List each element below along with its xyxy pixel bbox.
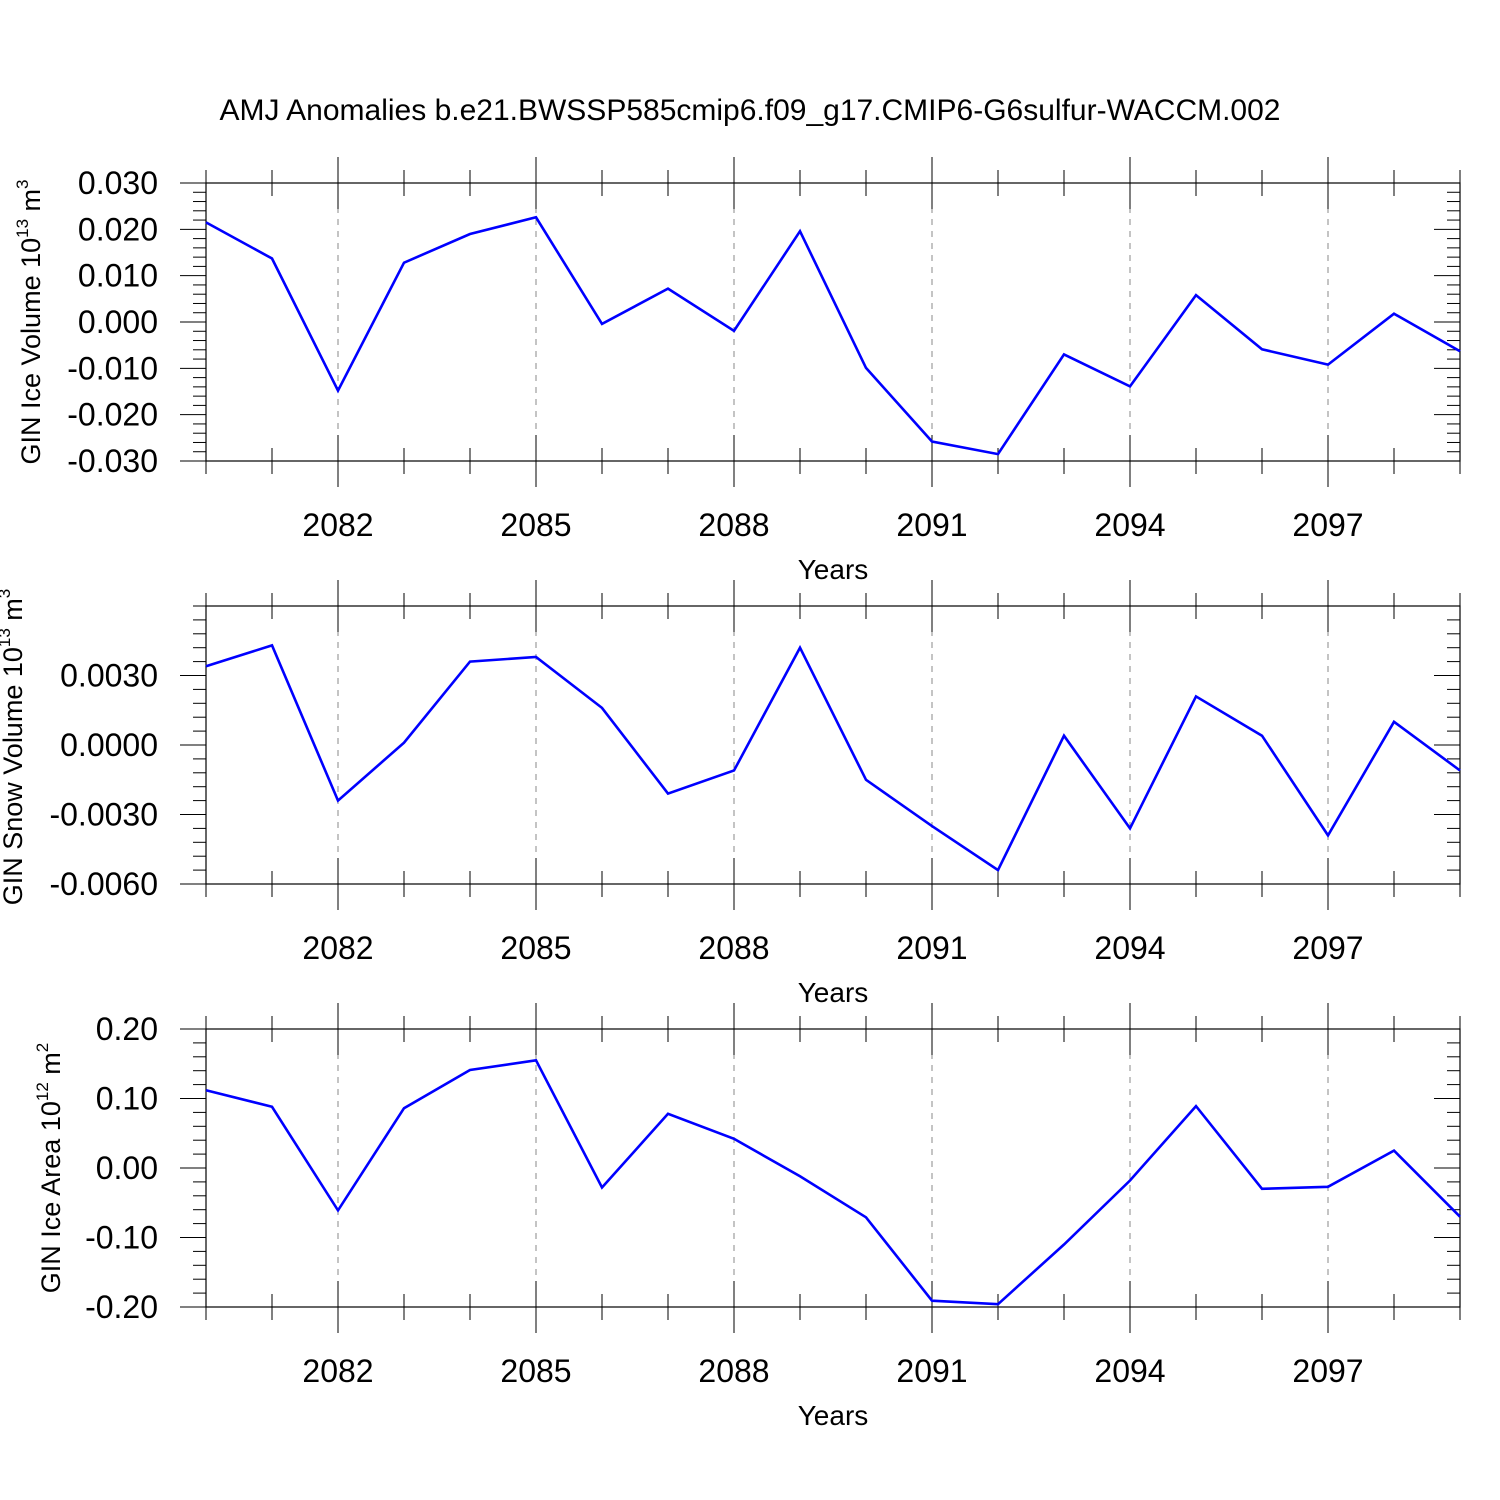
x-tick-label: 2082 xyxy=(302,1353,373,1389)
x-tick-label: 2085 xyxy=(500,930,571,966)
y-axis-label-text: GIN Ice Volume 10 xyxy=(16,238,46,465)
y-tick-label: -0.0060 xyxy=(49,866,158,902)
x-tick-label: 2094 xyxy=(1094,507,1165,543)
y-axis-label-unit-exponent: 3 xyxy=(0,589,14,598)
x-axis-label: Years xyxy=(798,977,869,1008)
y-tick-label: 0.10 xyxy=(96,1081,158,1117)
plot-frame xyxy=(205,1028,1461,1308)
x-tick-label: 2082 xyxy=(302,930,373,966)
figure-title: AMJ Anomalies b.e21.BWSSP585cmip6.f09_g1… xyxy=(219,94,1280,127)
y-axis-label: GIN Snow Volume 1013 m3 xyxy=(0,589,28,906)
y-axis-label: GIN Ice Area 1012 m2 xyxy=(33,1043,66,1294)
plot-frame xyxy=(205,605,1461,885)
y-tick-label: 0.020 xyxy=(78,211,158,247)
y-axis-label-exponent: 13 xyxy=(13,219,32,238)
y-axis-label-unit: m xyxy=(0,598,28,628)
x-tick-label: 2094 xyxy=(1094,930,1165,966)
panel-1: -0.030 -0.020 -0.010 0.000 0.010 0.020 0.030 20… xyxy=(13,157,1461,585)
y-tick-label: -0.0030 xyxy=(49,797,158,833)
x-tick-label: 2097 xyxy=(1292,930,1363,966)
x-tick-label: 2088 xyxy=(698,930,769,966)
x-tick-label: 2091 xyxy=(896,507,967,543)
y-tick-label: 0.00 xyxy=(96,1150,158,1186)
x-tick-label: 2085 xyxy=(500,507,571,543)
x-tick-label: 2082 xyxy=(302,507,373,543)
y-axis-label-text: GIN Ice Area 10 xyxy=(36,1101,66,1293)
x-axis-label: Years xyxy=(798,554,869,585)
y-tick-label: 0.20 xyxy=(96,1011,158,1047)
y-tick-label: -0.030 xyxy=(67,443,158,479)
y-axis-label-text: GIN Snow Volume 10 xyxy=(0,647,28,905)
y-axis-label-unit-exponent: 3 xyxy=(13,179,32,188)
plot-frame xyxy=(205,182,1461,462)
x-tick-label: 2097 xyxy=(1292,1353,1363,1389)
x-axis-label: Years xyxy=(798,1400,869,1431)
y-tick-label: -0.20 xyxy=(85,1289,158,1325)
x-tick-label: 2097 xyxy=(1292,507,1363,543)
y-tick-label: 0.030 xyxy=(78,165,158,201)
y-axis-label: GIN Ice Volume 1013 m3 xyxy=(13,179,46,464)
y-tick-label: 0.000 xyxy=(78,304,158,340)
x-tick-label: 2088 xyxy=(698,507,769,543)
series-line xyxy=(205,1058,1461,1306)
y-axis-label-unit-exponent: 2 xyxy=(33,1043,52,1052)
series-line xyxy=(205,643,1461,873)
panels: -0.030-0.020-0.0100.0000.0100.0200.03020… xyxy=(0,157,1461,1431)
y-tick-label: -0.10 xyxy=(85,1220,158,1256)
y-tick-label: -0.010 xyxy=(67,350,158,386)
y-tick-label: 0.0000 xyxy=(60,727,158,763)
y-tick-label: -0.020 xyxy=(67,397,158,433)
panel-2: -0.0060 -0.0030 0.0000 0.0030 2082 2085 2088 20… xyxy=(0,580,1461,1008)
x-tick-label: 2094 xyxy=(1094,1353,1165,1389)
y-tick-label: 0.010 xyxy=(78,258,158,294)
x-tick-label: 2091 xyxy=(896,930,967,966)
x-tick-label: 2088 xyxy=(698,1353,769,1389)
y-axis-label-unit: m xyxy=(16,189,46,219)
y-axis-label-exponent: 13 xyxy=(0,628,14,647)
y-axis-label-unit: m xyxy=(36,1052,66,1082)
x-tick-label: 2091 xyxy=(896,1353,967,1389)
panel-3: -0.20 -0.10 0.00 0.10 0.20 2082 2085 2088 2091 20… xyxy=(33,1003,1461,1431)
series-line xyxy=(205,215,1461,456)
y-axis-label-exponent: 12 xyxy=(33,1082,52,1101)
x-tick-label: 2085 xyxy=(500,1353,571,1389)
y-tick-label: 0.0030 xyxy=(60,658,158,694)
